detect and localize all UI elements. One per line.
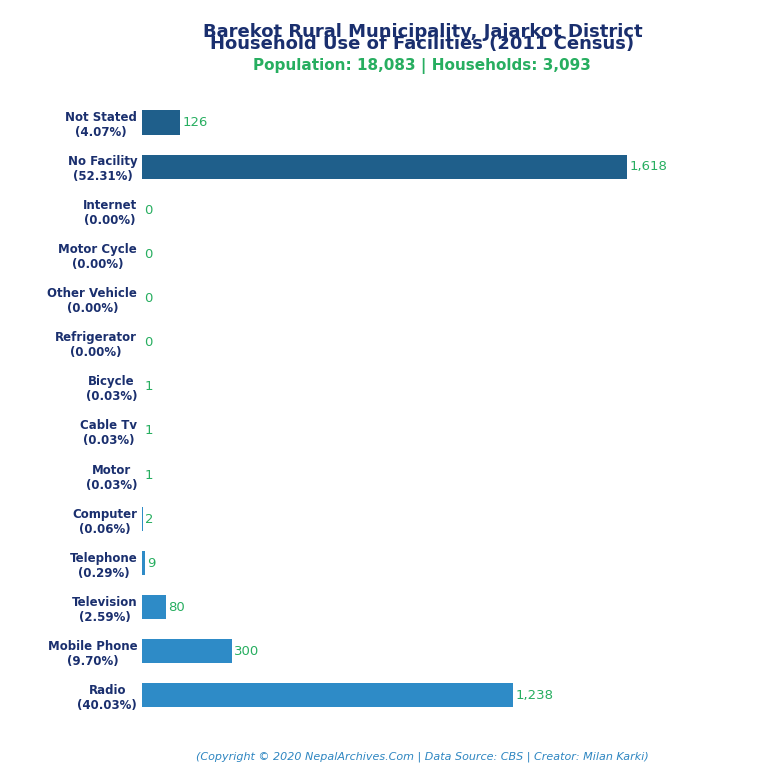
Text: 1: 1 <box>145 425 154 438</box>
Bar <box>142 684 513 707</box>
Text: 1: 1 <box>145 380 154 393</box>
Text: 2: 2 <box>145 512 154 525</box>
Text: 0: 0 <box>144 248 153 261</box>
Text: 0: 0 <box>144 293 153 306</box>
Bar <box>142 551 145 575</box>
Text: Population: 18,083 | Households: 3,093: Population: 18,083 | Households: 3,093 <box>253 58 591 74</box>
Text: 0: 0 <box>144 336 153 349</box>
Bar <box>142 595 166 619</box>
Text: 80: 80 <box>168 601 185 614</box>
Bar <box>142 639 232 664</box>
Text: Household Use of Facilities (2011 Census): Household Use of Facilities (2011 Census… <box>210 35 634 52</box>
Text: 1,238: 1,238 <box>515 689 554 702</box>
Text: Barekot Rural Municipality, Jajarkot District: Barekot Rural Municipality, Jajarkot Dis… <box>203 23 642 41</box>
Text: 9: 9 <box>147 557 156 570</box>
Bar <box>142 111 180 134</box>
Text: (Copyright © 2020 NepalArchives.Com | Data Source: CBS | Creator: Milan Karki): (Copyright © 2020 NepalArchives.Com | Da… <box>196 751 649 762</box>
Text: 0: 0 <box>144 204 153 217</box>
Text: 1,618: 1,618 <box>629 161 667 173</box>
Text: 126: 126 <box>182 116 207 129</box>
Bar <box>142 154 627 179</box>
Text: 300: 300 <box>234 645 260 657</box>
Text: 1: 1 <box>145 468 154 482</box>
